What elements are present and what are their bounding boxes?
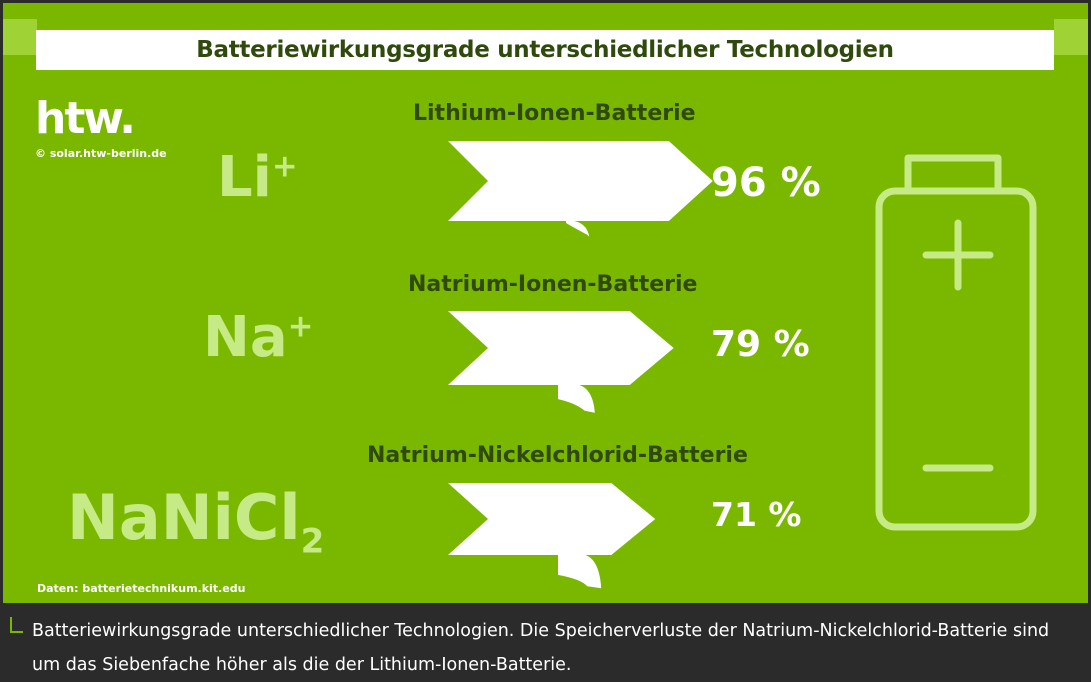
corner-decoration-left [3, 19, 37, 55]
copyright-text: © solar.htw-berlin.de [35, 147, 167, 160]
caption-corner-icon [10, 617, 23, 633]
chemistry-symbol-text: NaNiCl [67, 481, 301, 554]
chemistry-symbol-na: Na+ [203, 305, 313, 370]
value-label: 79 % [711, 324, 810, 365]
loss-arrow-tail [558, 384, 595, 413]
chemistry-symbol-text: Na [203, 305, 288, 370]
htw-logo: htw. [35, 93, 136, 144]
value-label: 96 % [711, 160, 821, 206]
chemistry-superscript: + [287, 308, 314, 345]
chemistry-symbol-li: Li+ [217, 145, 298, 210]
loss-arrow-tail [566, 220, 590, 237]
caption-area: Batteriewirkungsgrade unterschiedlicher … [0, 606, 1091, 682]
battery-body [875, 187, 1037, 531]
chemistry-subscript: 2 [300, 521, 325, 562]
category-label: Lithium-Ionen-Batterie [413, 101, 696, 126]
efficiency-arrows [448, 141, 1037, 589]
chemistry-symbol-nanicl: NaNiCl2 [67, 481, 324, 561]
loss-arrow-tail [558, 554, 602, 589]
efficiency-arrow-bar [448, 141, 713, 221]
corner-decoration-right [1054, 19, 1088, 55]
title-bar: Batteriewirkungsgrade unterschiedlicher … [36, 30, 1054, 70]
figure-caption: Batteriewirkungsgrade unterschiedlicher … [32, 621, 1050, 675]
efficiency-arrow-bar [448, 311, 674, 385]
infographic-panel: Batteriewirkungsgrade unterschiedlicher … [3, 3, 1088, 603]
battery-terminal [904, 154, 1002, 191]
value-label: 71 % [711, 495, 802, 534]
battery-icon [875, 154, 1037, 531]
category-label: Natrium-Ionen-Batterie [408, 272, 698, 297]
efficiency-arrow-bar [448, 483, 656, 555]
chart-title: Batteriewirkungsgrade unterschiedlicher … [196, 37, 894, 63]
chemistry-symbol-text: Li [217, 145, 272, 210]
category-label: Natrium-Nickelchlorid-Batterie [367, 443, 748, 468]
data-source-note: Daten: batterietechnikum.kit.edu [37, 582, 246, 595]
chemistry-superscript: + [271, 148, 298, 185]
